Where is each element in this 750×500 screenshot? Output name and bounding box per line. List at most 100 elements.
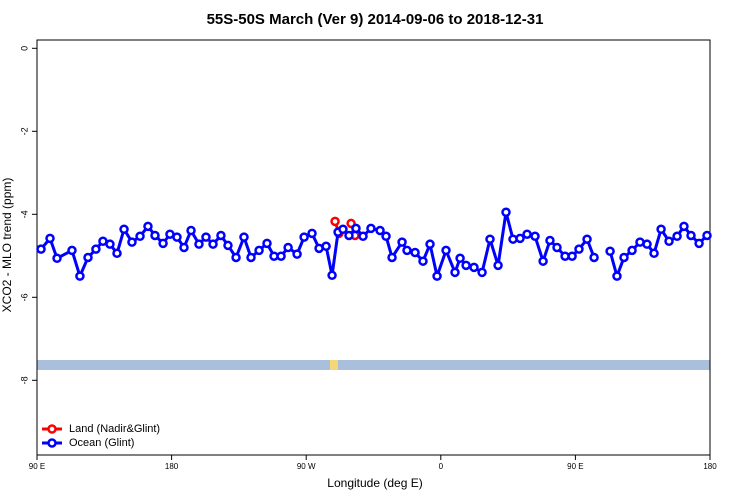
data-point bbox=[515, 233, 525, 244]
data-point bbox=[567, 251, 577, 261]
data-point bbox=[201, 232, 211, 242]
y-axis-label: XCO2 - MLO trend (ppm) bbox=[0, 178, 14, 313]
data-point bbox=[246, 252, 256, 263]
data-point bbox=[589, 252, 599, 263]
data-point bbox=[262, 238, 272, 249]
data-point bbox=[321, 241, 331, 252]
data-point bbox=[366, 223, 376, 234]
data-point bbox=[649, 248, 659, 259]
data-point bbox=[223, 240, 233, 251]
data-point bbox=[158, 238, 168, 249]
data-point bbox=[276, 251, 286, 261]
data-point bbox=[194, 239, 204, 249]
data-point bbox=[627, 245, 637, 256]
chart-title: 55S-50S March (Ver 9) 2014-09-06 to 2018… bbox=[207, 11, 544, 28]
data-point bbox=[135, 231, 145, 242]
y-tick-label: -6 bbox=[19, 293, 29, 301]
data-point bbox=[307, 228, 317, 239]
data-point bbox=[91, 244, 101, 254]
y-tick-label: 0 bbox=[19, 46, 29, 51]
data-point bbox=[672, 231, 682, 242]
data-point bbox=[179, 242, 189, 253]
data-point bbox=[656, 224, 666, 234]
data-point bbox=[619, 252, 629, 263]
data-point bbox=[45, 233, 55, 244]
data-point bbox=[143, 221, 153, 232]
x-tick-label: 180 bbox=[165, 462, 179, 471]
data-point bbox=[612, 271, 622, 281]
x-tick-label: 90 W bbox=[297, 462, 316, 471]
data-point bbox=[410, 247, 420, 258]
data-point bbox=[477, 267, 487, 278]
data-point bbox=[105, 239, 115, 249]
data-point bbox=[702, 230, 712, 241]
data-point bbox=[552, 242, 562, 253]
data-point bbox=[127, 237, 137, 247]
data-point bbox=[344, 230, 354, 241]
data-point bbox=[351, 223, 361, 234]
data-point bbox=[375, 225, 385, 236]
data-point bbox=[327, 270, 337, 281]
map-strip bbox=[37, 360, 710, 370]
data-point bbox=[461, 260, 471, 271]
data-point bbox=[522, 229, 532, 239]
x-tick-label: 0 bbox=[439, 462, 444, 471]
data-point bbox=[469, 262, 479, 273]
data-point bbox=[112, 248, 122, 259]
data-point bbox=[330, 216, 340, 227]
data-point bbox=[231, 252, 241, 263]
legend-label: Land (Nadir&Glint) bbox=[69, 423, 160, 435]
data-point bbox=[358, 231, 368, 242]
data-point bbox=[402, 245, 412, 256]
data-point bbox=[582, 234, 592, 244]
data-point bbox=[605, 246, 615, 256]
data-point bbox=[425, 239, 435, 249]
data-point bbox=[52, 253, 62, 264]
data-point bbox=[538, 256, 548, 266]
data-point bbox=[441, 245, 451, 256]
data-point bbox=[186, 225, 196, 236]
legend-marker bbox=[47, 438, 57, 448]
data-point bbox=[397, 237, 407, 247]
data-point bbox=[292, 249, 302, 259]
data-point bbox=[642, 239, 652, 249]
y-tick-label: -2 bbox=[19, 127, 29, 135]
data-point bbox=[387, 252, 397, 263]
data-point bbox=[150, 230, 160, 241]
x-tick-label: 180 bbox=[703, 462, 717, 471]
data-point bbox=[83, 252, 93, 263]
data-point bbox=[574, 244, 584, 254]
data-point bbox=[501, 207, 511, 217]
data-point bbox=[432, 271, 442, 281]
data-point bbox=[208, 239, 218, 249]
data-point bbox=[283, 242, 293, 253]
y-tick-label: -8 bbox=[19, 376, 29, 384]
data-point bbox=[299, 232, 309, 242]
data-point bbox=[679, 221, 689, 232]
data-point bbox=[686, 230, 696, 241]
data-point bbox=[450, 267, 460, 278]
data-point bbox=[172, 232, 182, 242]
data-point bbox=[254, 245, 264, 256]
x-axis-label: Longitude (deg E) bbox=[327, 476, 422, 490]
y-tick-label: -4 bbox=[19, 210, 29, 218]
data-point bbox=[216, 230, 226, 241]
data-point bbox=[493, 260, 503, 271]
x-tick-label: 90 E bbox=[29, 462, 45, 471]
data-point bbox=[418, 256, 428, 266]
legend-marker bbox=[47, 424, 57, 434]
data-point bbox=[338, 224, 348, 234]
data-point bbox=[545, 235, 555, 246]
data-point bbox=[75, 271, 85, 281]
data-point bbox=[694, 238, 704, 249]
data-point bbox=[381, 231, 391, 242]
data-point bbox=[664, 236, 674, 247]
data-point bbox=[239, 232, 249, 242]
data-point bbox=[485, 234, 495, 244]
data-point bbox=[36, 244, 46, 254]
data-point bbox=[67, 245, 77, 256]
data-point bbox=[119, 224, 129, 234]
x-tick-label: 90 E bbox=[567, 462, 583, 471]
